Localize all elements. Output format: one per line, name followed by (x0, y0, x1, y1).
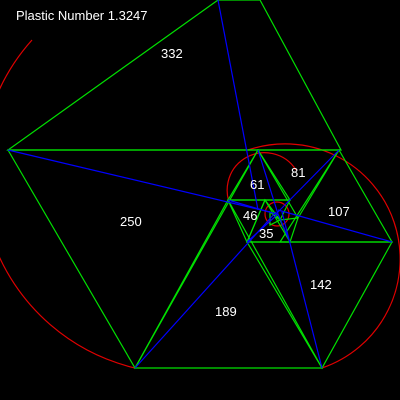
small-arc (226, 152, 297, 211)
blue-line-9 (246, 213, 279, 243)
blue-line-5 (277, 209, 393, 243)
triangle-81 (256, 149, 341, 220)
label-142: 142 (310, 277, 332, 292)
spiral-lines (7, 0, 393, 369)
label-107: 107 (328, 204, 350, 219)
label-250: 250 (120, 214, 142, 229)
blue-line-10 (277, 213, 291, 243)
label-81: 81 (291, 165, 305, 180)
blue-line-8 (227, 199, 277, 215)
label-189: 189 (215, 304, 237, 319)
blue-line-3 (134, 211, 277, 369)
label-46: 46 (243, 208, 257, 223)
tiny-circle (264, 201, 290, 227)
spiral-circles (0, 39, 400, 369)
large-arc (0, 39, 136, 369)
triangle-107 (278, 148, 394, 243)
blue-line-2 (7, 149, 271, 213)
blue-line-1 (217, 0, 259, 211)
medium-arc (247, 143, 400, 369)
blue-line-6 (275, 149, 340, 215)
label-332: 332 (161, 46, 183, 61)
label-35: 35 (259, 226, 273, 241)
triangle-250 (6, 149, 260, 370)
diagram-title: Plastic Number 1.3247 (16, 8, 148, 23)
blue-line-7 (257, 149, 279, 215)
triangles (6, 0, 394, 370)
label-61: 61 (250, 177, 264, 192)
triangle-189 (133, 198, 324, 369)
triangle-332 (6, 0, 343, 151)
triangle-small-1 (263, 199, 291, 222)
